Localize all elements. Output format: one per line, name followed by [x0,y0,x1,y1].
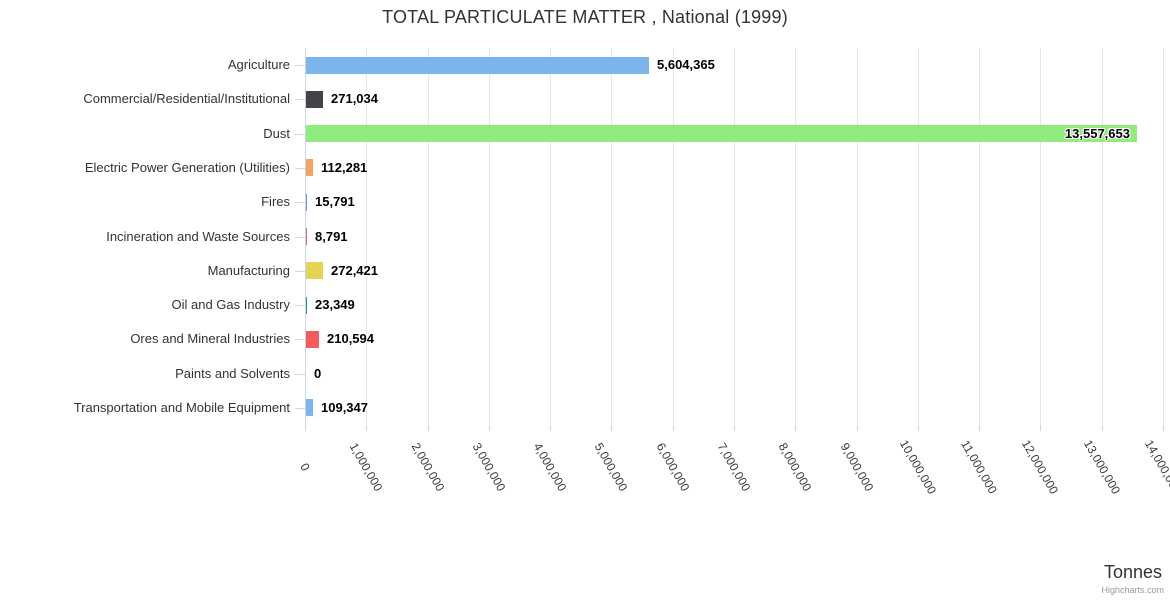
grid-line [1101,48,1103,425]
bar-value-label: 13,557,653 [1064,125,1130,141]
value-axis-tick-label: 8,000,000 [775,440,815,494]
bar[interactable] [306,90,323,108]
value-axis-tick [795,425,797,431]
value-axis-tick [672,425,674,431]
category-axis-line [305,48,306,431]
grid-line [917,48,919,425]
value-axis-tick [427,425,429,431]
value-axis-tick [366,425,368,431]
bar-value-label: 272,421 [331,262,378,278]
bar-value-label: 112,281 [321,159,368,175]
category-axis-tick [295,167,305,169]
category-axis-tick [295,133,305,135]
category-axis-tick [295,270,305,272]
category-label: Manufacturing [207,262,290,278]
value-axis-tick-label: 5,000,000 [592,440,631,494]
grid-line [550,48,552,425]
category-label: Ores and Mineral Industries [130,331,290,347]
value-axis-tick [611,425,613,431]
grid-line [366,48,368,425]
value-axis-tick [488,425,490,431]
bar[interactable] [306,262,323,280]
category-label: Fires [261,194,290,210]
bar-value-label: 109,347 [321,399,368,415]
chart-title: TOTAL PARTICULATE MATTER , National (199… [382,7,788,27]
bar-value-label: 8,791 [315,228,348,244]
value-axis-title: Tonnes [1103,562,1162,582]
bar-value-label: 210,594 [327,331,374,347]
value-axis-tick-label: 11,000,000 [958,437,1000,497]
grid-line [488,48,490,425]
value-axis-tick-label: 1,000,000 [346,440,386,494]
bar-value-label: 23,349 [315,297,355,313]
category-label: Commercial/Residential/Institutional [83,91,290,107]
value-axis-tick [550,425,552,431]
bar[interactable] [306,125,1137,143]
value-axis-tick-label: 13,000,000 [1080,437,1123,497]
category-label: Incineration and Waste Sources [106,228,290,244]
value-axis-tick [734,425,735,431]
bar[interactable] [306,330,319,348]
value-axis-tick-label: 12,000,000 [1019,437,1062,497]
value-axis-tick [1163,425,1164,431]
category-axis-tick [295,305,305,307]
category-axis-tick [295,407,305,409]
value-axis-tick-label: 0 [297,460,313,474]
category-label: Dust [263,125,290,141]
grid-line [979,48,981,425]
category-axis-tick [295,65,305,67]
grid-line [1040,48,1042,425]
value-axis-tick [1101,425,1103,431]
bar[interactable] [306,56,649,74]
value-axis-tick-label: 7,000,000 [714,440,754,494]
grid-line [734,48,735,425]
value-axis-tick [856,425,858,431]
category-axis-tick [295,202,305,204]
category-axis-tick [295,236,305,238]
bar-value-label: 5,604,365 [657,57,715,73]
value-axis-tick [1040,425,1042,431]
category-label: Oil and Gas Industry [171,297,291,313]
category-axis-tick [295,99,305,101]
bar-value-label: 15,791 [315,194,355,210]
grid-line [427,48,429,425]
grid-line [611,48,613,425]
bar[interactable] [306,228,307,245]
bar[interactable] [306,296,307,314]
category-label: Paints and Solvents [175,365,290,381]
bar[interactable] [306,399,313,417]
category-label: Agriculture [227,57,290,73]
category-label: Transportation and Mobile Equipment [73,399,290,415]
value-axis-tick-label: 9,000,000 [837,440,876,494]
bar-value-label: 0 [314,365,322,381]
value-axis-tick-label: 2,000,000 [408,440,447,494]
value-axis-tick [979,425,981,431]
value-axis-tick-label: 4,000,000 [530,440,570,494]
bar-value-label: 271,034 [331,91,378,107]
value-axis-tick-label: 10,000,000 [896,437,939,497]
grid-line [795,48,797,425]
category-axis-tick [295,339,305,341]
category-label: Electric Power Generation (Utilities) [84,159,290,175]
grid-line [1163,48,1164,425]
value-axis-tick [917,425,919,431]
value-axis-tick-label: 3,000,000 [469,440,509,494]
bar[interactable] [306,159,313,177]
bar[interactable] [306,193,307,211]
value-axis-tick-label: 6,000,000 [653,440,693,494]
category-axis-tick [295,373,305,375]
highcharts-credit-link[interactable]: Highcharts.com [1101,585,1164,595]
grid-line [856,48,858,425]
value-axis-tick-label: 14,000,000 [1141,437,1170,497]
grid-line [672,48,674,425]
